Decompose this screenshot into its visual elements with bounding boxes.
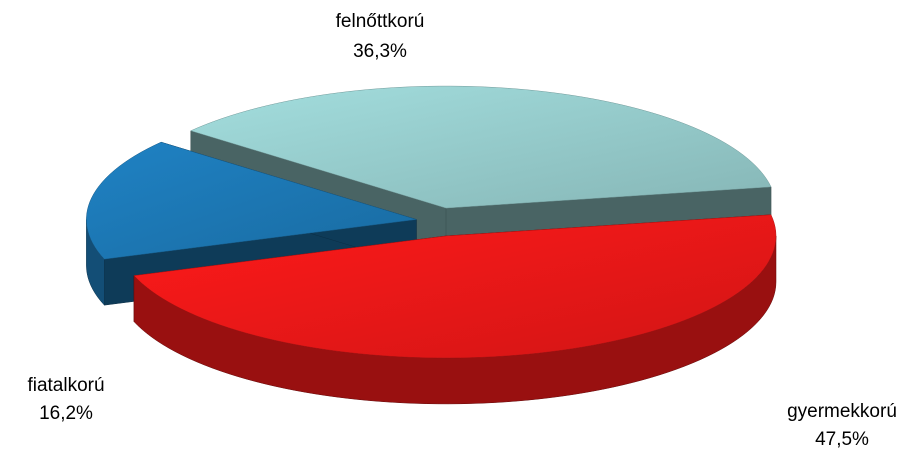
- pie: [86, 85, 777, 405]
- slice-label: felnőttkorú: [336, 11, 425, 32]
- value-label: 36,3%: [353, 41, 407, 62]
- slice: [133, 214, 777, 405]
- slice-top: [190, 85, 772, 209]
- slice-label: fiatalkorú: [27, 375, 104, 396]
- slice-label: gyermekkorú: [787, 401, 897, 422]
- value-label: 16,2%: [39, 403, 93, 424]
- value-label: 47,5%: [815, 429, 869, 450]
- slice-top: [133, 214, 777, 359]
- slice-top: [86, 141, 417, 260]
